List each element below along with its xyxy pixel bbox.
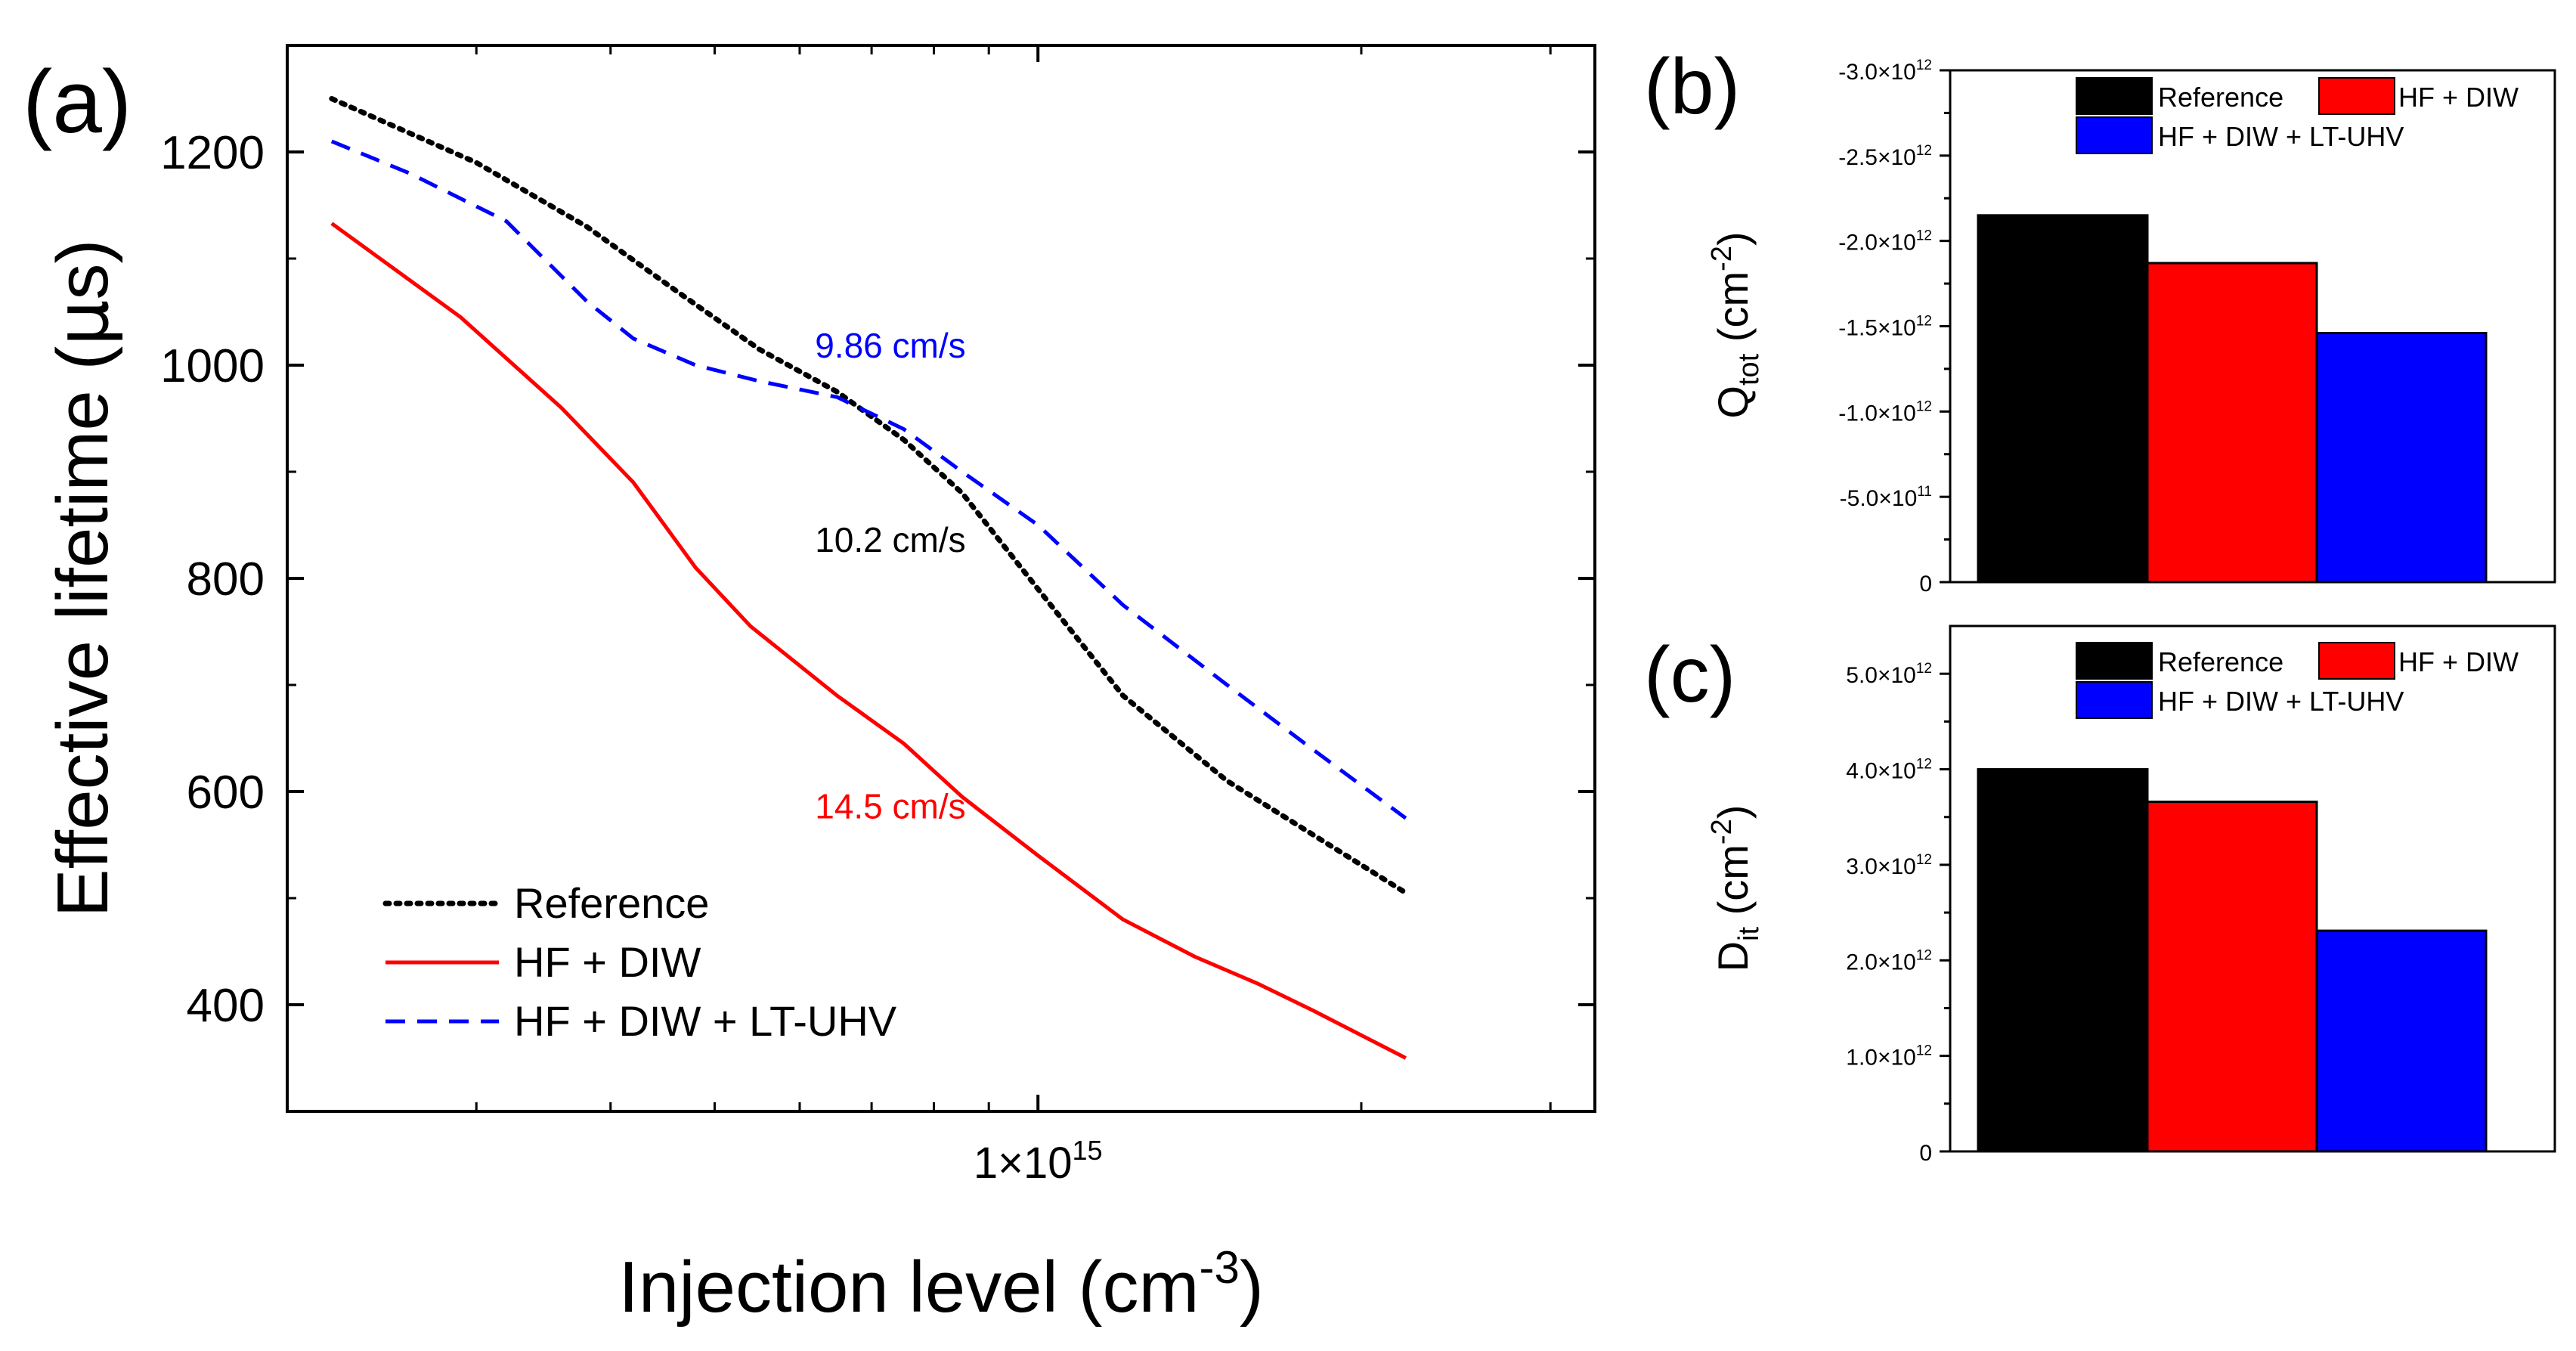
y-tick-label-a: 1200 — [160, 127, 265, 179]
annotations-a: 9.86 cm/s 10.2 cm/s 14.5 cm/s — [815, 326, 965, 826]
plot-frame-a — [286, 44, 1596, 1113]
panel-a-label: (a) — [23, 52, 132, 152]
y-tick-label-a: 400 — [187, 980, 265, 1032]
legend-label-a: Reference — [514, 879, 709, 927]
legend-label-c: Reference — [2158, 646, 2283, 677]
bar-b-1 — [2146, 262, 2318, 584]
y-tick-label-b: -2.5×1012 — [1838, 143, 1932, 170]
lifetime-chart: (a) 400 600 800 1000 1200 1×1015 9.86 cm/s 10.… — [23, 44, 1596, 1328]
axis-ticks-a: 400 600 800 1000 1200 1×1015 — [160, 45, 1595, 1188]
legend-label-c: HF + DIW — [2398, 646, 2519, 677]
y-tick-label-a: 600 — [187, 767, 265, 819]
legend-label-a: HF + DIW + LT-UHV — [514, 997, 897, 1045]
y-tick-label-a: 800 — [187, 553, 265, 606]
y-tick-label-c: 4.0×1012 — [1846, 757, 1932, 784]
legend-swatch-b — [2318, 77, 2395, 115]
legend-label-b: Reference — [2158, 82, 2283, 113]
panel-c-label: (c) — [1644, 631, 1735, 719]
legend-swatch-b — [2076, 77, 2153, 115]
series-line-2 — [330, 139, 1407, 820]
bars-b — [1977, 214, 2488, 584]
y-tick-label-c: 2.0×1012 — [1846, 947, 1932, 975]
dit-chart: (c) 0 1.0×1012 2.0×1012 3.0×1012 4.0×1012 5.0… — [1644, 624, 2556, 1166]
rate-annotation: 9.86 cm/s — [815, 326, 965, 365]
y-axis-label-b: Qtot (cm-2) — [1706, 231, 1765, 418]
legend-b: Reference HF + DIW HF + DIW + LT-UHV — [2076, 77, 2519, 154]
panel-b-label: (b) — [1644, 43, 1740, 131]
bar-c-1 — [2146, 801, 2318, 1153]
series-line-0 — [329, 96, 1409, 896]
y-tick-label-b: 0 — [1919, 572, 1932, 596]
y-tick-label-b: -1.0×1012 — [1838, 398, 1932, 426]
rate-annotation: 10.2 cm/s — [815, 520, 965, 559]
bar-c-0 — [1977, 768, 2149, 1153]
y-tick-label-b: -5.0×1011 — [1840, 484, 1932, 511]
y-tick-label-b: -1.5×1012 — [1838, 314, 1932, 341]
legend-swatch-c — [2076, 681, 2153, 719]
legend-label-b: HF + DIW — [2398, 82, 2519, 113]
y-tick-label-a: 1000 — [160, 340, 265, 392]
qtot-chart: (b) 0 -5.0×1011 -1.0×1012 -1.5×1012 -2.0×101… — [1644, 43, 2556, 596]
legend-label-a: HF + DIW — [514, 938, 701, 986]
legend-swatch-b — [2076, 116, 2153, 154]
bars-c — [1977, 768, 2488, 1153]
bar-c-2 — [2315, 929, 2488, 1153]
series-group-a — [329, 96, 1409, 1060]
x-axis-label-a: Injection level (cm-3) — [618, 1242, 1264, 1328]
y-tick-label-c: 3.0×1012 — [1846, 852, 1932, 879]
y-tick-label-c: 0 — [1919, 1141, 1932, 1166]
bar-b-0 — [1977, 214, 2149, 584]
legend-label-b: HF + DIW + LT-UHV — [2158, 121, 2404, 152]
x-tick-label-a: 1×1015 — [974, 1135, 1103, 1188]
legend-swatch-c — [2076, 642, 2153, 680]
y-tick-label-b: -3.0×1012 — [1838, 57, 1932, 85]
y-axis-label-a: Effective lifetime (μs) — [40, 240, 125, 918]
rate-annotation: 14.5 cm/s — [815, 786, 965, 826]
series-line-1 — [330, 222, 1407, 1060]
bar-b-2 — [2315, 332, 2488, 584]
axis-ticks-c: 0 1.0×1012 2.0×1012 3.0×1012 4.0×1012 5.0×101… — [1846, 661, 1950, 1166]
legend-label-c: HF + DIW + LT-UHV — [2158, 686, 2404, 717]
y-tick-label-c: 5.0×1012 — [1846, 661, 1932, 688]
y-tick-label-b: -2.0×1012 — [1838, 228, 1932, 256]
legend-swatch-c — [2318, 642, 2395, 680]
legend-c: Reference HF + DIW HF + DIW + LT-UHV — [2076, 642, 2519, 719]
legend-a: Reference HF + DIW HF + DIW + LT-UHV — [382, 879, 897, 1045]
y-axis-label-c: Dit (cm-2) — [1706, 805, 1765, 972]
y-tick-label-c: 1.0×1012 — [1846, 1043, 1932, 1071]
axis-ticks-b: 0 -5.0×1011 -1.0×1012 -1.5×1012 -2.0×1012 -2.… — [1838, 57, 1950, 596]
